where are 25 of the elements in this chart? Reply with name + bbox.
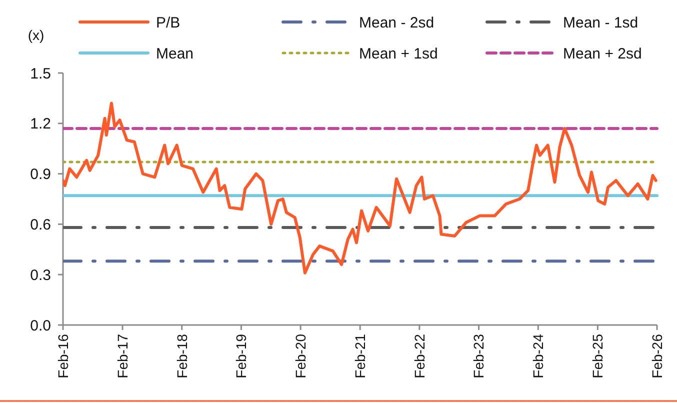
x-tick-label: Feb-19 (233, 334, 250, 378)
x-tick-label: Feb-24 (530, 334, 546, 378)
y-tick-label: 0.9 (30, 166, 51, 184)
x-tick-label: Feb-21 (352, 334, 368, 378)
legend-label: Mean (156, 45, 194, 62)
y-tick-label: 0.6 (30, 216, 51, 234)
legend-label: Mean + 2sd (563, 45, 642, 62)
legend-label: Mean + 1sd (359, 45, 438, 62)
y-tick-label: 1.5 (30, 65, 51, 82)
line-series (63, 102, 658, 274)
y-tick-label: 1.2 (30, 116, 51, 133)
x-tick-label: Feb-26 (648, 334, 665, 378)
legend-label: P/B (156, 14, 180, 32)
legend-label: Mean - 2sd (359, 14, 434, 32)
y-tick-label: 0.0 (30, 317, 51, 334)
x-tick-label: Feb-20 (292, 334, 308, 378)
y-tick-label: 0.3 (30, 266, 51, 284)
x-tick-label: Feb-16 (54, 334, 71, 378)
x-tick-label: Feb-25 (590, 334, 606, 378)
y-axis-title: (x) (28, 27, 44, 43)
x-tick-label: Feb-17 (114, 334, 130, 378)
x-tick-label: Feb-22 (411, 334, 428, 378)
x-tick-label: Feb-18 (174, 334, 190, 378)
legend-label: Mean - 1sd (563, 14, 638, 32)
x-tick-label: Feb-23 (470, 334, 487, 378)
